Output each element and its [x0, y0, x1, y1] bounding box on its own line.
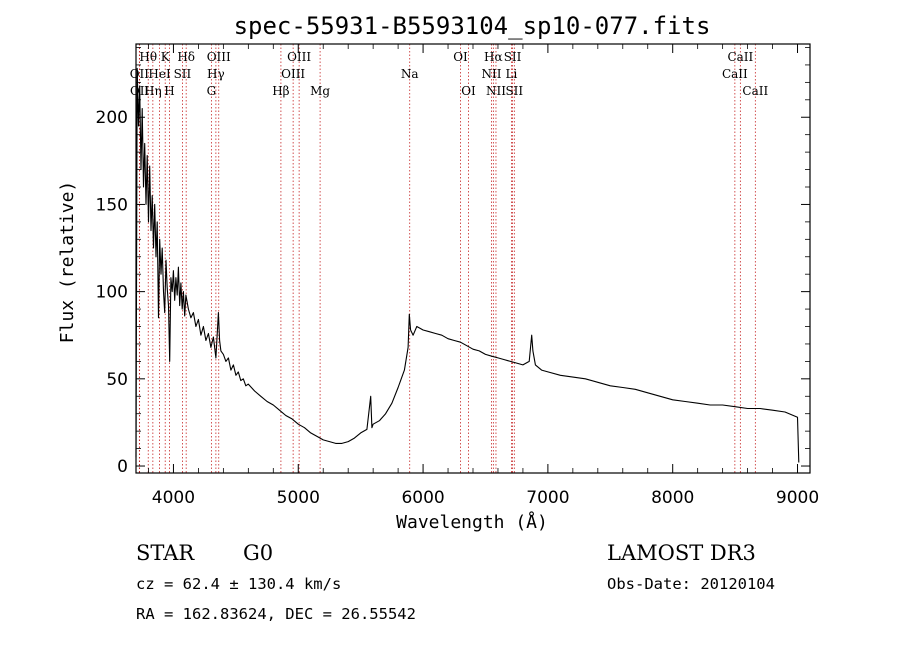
- x-tick-label: 9000: [776, 488, 819, 508]
- survey-name: LAMOST DR3: [607, 541, 756, 565]
- line-label: NII: [481, 67, 501, 81]
- y-axis-ticks: 0 50 100 150 200: [96, 47, 810, 477]
- line-label: CaII: [727, 50, 753, 64]
- coordinates: RA = 162.83624, DEC = 26.55542: [136, 605, 416, 623]
- line-label: HeI: [148, 67, 171, 81]
- line-label: OI: [453, 50, 468, 64]
- object-subclass: G0: [243, 541, 273, 565]
- line-label: NII: [486, 84, 506, 98]
- y-axis-label: Flux (relative): [57, 181, 78, 344]
- line-label: SII: [505, 84, 523, 98]
- line-label: Hβ: [272, 84, 289, 98]
- line-label: CaII: [722, 67, 748, 81]
- object-class: STAR: [136, 541, 195, 565]
- line-label: G: [207, 84, 217, 98]
- y-tick-label: 50: [106, 370, 128, 390]
- line-label: Hγ: [207, 67, 225, 81]
- x-tick-label: 5000: [277, 488, 320, 508]
- line-label: Hδ: [177, 50, 195, 64]
- line-label: Na: [401, 67, 419, 81]
- y-tick-label: 150: [96, 195, 128, 215]
- y-tick-label: 0: [117, 457, 128, 477]
- line-label: OII: [130, 67, 150, 81]
- line-label: K: [161, 50, 171, 64]
- emission-line-markers: [138, 44, 756, 473]
- chart-title: spec-55931-B5593104_sp10-077.fits: [234, 12, 711, 40]
- x-axis-ticks: 4000 5000 6000 7000 8000 9000: [148, 44, 819, 508]
- line-label: OI: [461, 84, 476, 98]
- x-tick-label: 7000: [526, 488, 569, 508]
- observation-date: Obs-Date: 20120104: [607, 575, 775, 593]
- line-label: Hθ: [139, 50, 157, 64]
- line-label: Hη: [144, 84, 162, 98]
- line-label: CaII: [742, 84, 768, 98]
- line-label: OIII: [281, 67, 305, 81]
- redshift-velocity: cz = 62.4 ± 130.4 km/s: [136, 575, 341, 593]
- x-tick-label: 8000: [651, 488, 694, 508]
- line-label: Hα: [484, 50, 503, 64]
- y-tick-label: 200: [96, 108, 128, 128]
- line-label: SII: [174, 67, 192, 81]
- x-axis-label: Wavelength (Å): [396, 511, 548, 533]
- line-label: H: [164, 84, 174, 98]
- y-tick-label: 100: [96, 283, 128, 303]
- plot-frame: [135, 43, 811, 474]
- spectrum-line: [135, 67, 800, 463]
- line-label: SII: [504, 50, 522, 64]
- line-label: Li: [506, 67, 518, 81]
- line-label: OIII: [207, 50, 231, 64]
- x-tick-label: 4000: [152, 488, 195, 508]
- x-tick-label: 6000: [401, 488, 444, 508]
- line-label: Mg: [310, 84, 330, 98]
- line-label: OIII: [287, 50, 311, 64]
